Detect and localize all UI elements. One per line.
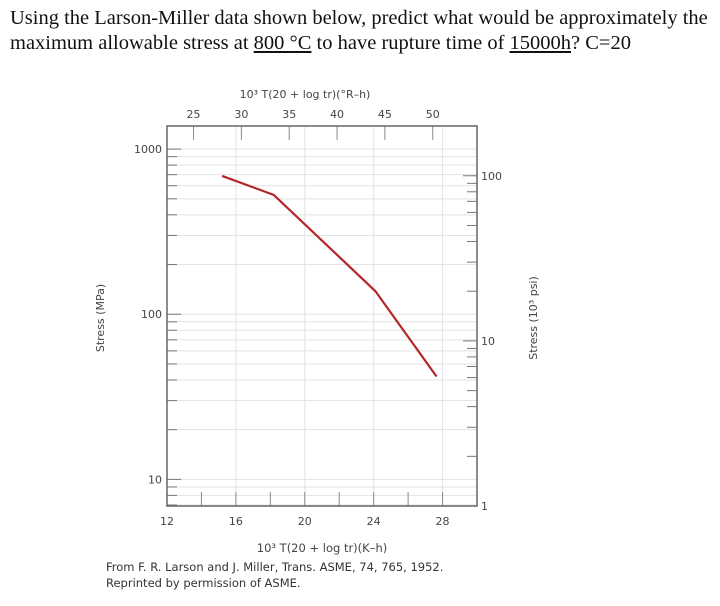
top-axis-title: 10³ T(20 + log tr)(°R–h) xyxy=(240,88,371,101)
temperature-value: 800 °C xyxy=(253,32,312,54)
caption-line-1: From F. R. Larson and J. Miller, Trans. … xyxy=(106,560,444,574)
y-left-tick-label: 100 xyxy=(141,308,162,321)
x-tick-label: 12 xyxy=(160,515,174,528)
top-tick-label: 35 xyxy=(282,108,296,121)
y-right-tick-label: 1 xyxy=(481,500,488,513)
caption-line-2: Reprinted by permission of ASME. xyxy=(106,576,301,590)
y-axis-title-left: Stress (MPa) xyxy=(94,284,107,352)
x-tick-label: 24 xyxy=(367,515,381,528)
question-part: Using the Larson-Miller data shown below… xyxy=(10,7,708,54)
top-tick-label: 30 xyxy=(234,108,248,121)
rupture-time-value: 15000h xyxy=(509,32,572,54)
y-axis-title-right: Stress (10³ psi) xyxy=(527,276,540,360)
x-axis-title: 10³ T(20 + log tr)(K–h) xyxy=(257,541,387,555)
data-line xyxy=(221,174,438,378)
question-part: ? C=20 xyxy=(571,32,631,54)
figure-caption: From F. R. Larson and J. Miller, Trans. … xyxy=(106,559,443,591)
top-tick-label: 25 xyxy=(187,108,201,121)
plot-frame xyxy=(166,125,478,507)
x-tick-label: 16 xyxy=(229,515,243,528)
question-part: to have rupture time of xyxy=(311,32,510,54)
x-tick-label: 20 xyxy=(298,515,312,528)
y-left-tick-label: 1000 xyxy=(134,143,162,156)
question-text: Using the Larson-Miller data shown below… xyxy=(10,6,715,56)
top-tick-label: 40 xyxy=(330,108,344,121)
x-tick-label: 28 xyxy=(436,515,450,528)
top-tick-label: 50 xyxy=(426,108,440,121)
y-right-tick-label: 100 xyxy=(481,170,502,183)
y-left-tick-label: 10 xyxy=(148,473,162,486)
top-tick-label: 45 xyxy=(378,108,392,121)
y-right-tick-label: 10 xyxy=(481,335,495,348)
